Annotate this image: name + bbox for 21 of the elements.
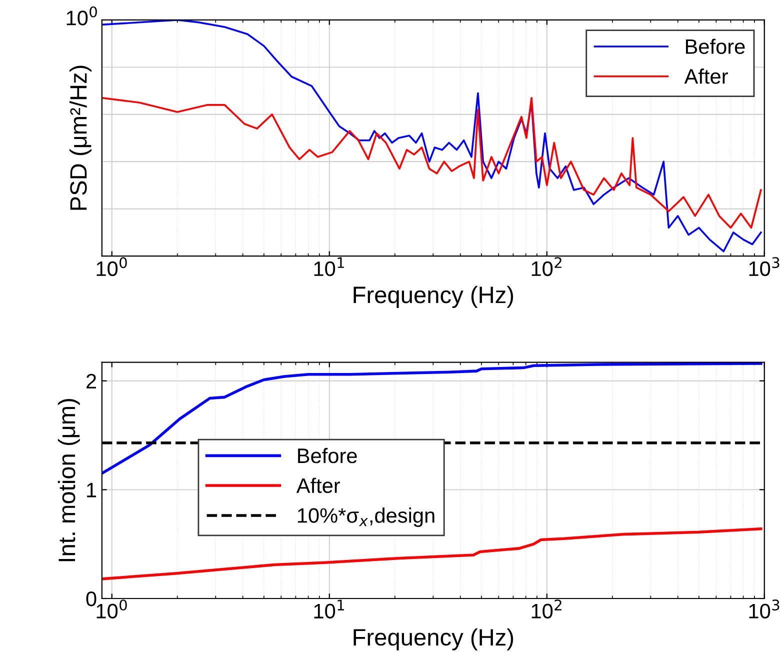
y-axis-title: PSD (μm²/Hz) <box>69 66 92 210</box>
legend-label: Before <box>298 448 357 464</box>
legend-label: After <box>684 68 728 84</box>
x-tick-label: 10$^{2}$ <box>532 257 562 276</box>
y-tick-label: 1 <box>87 482 96 498</box>
x-tick-label: 10$^{3}$ <box>749 257 780 276</box>
legend-label: Before <box>686 38 745 54</box>
x-tick-label: 10$^{0}$ <box>96 600 127 619</box>
x-axis-title: Frequency (Hz) <box>354 628 514 650</box>
x-tick-label: 10$^{3}$ <box>749 600 780 619</box>
y-tick-label: 0 <box>86 592 96 606</box>
x-axis-title: Frequency (Hz) <box>354 286 514 308</box>
legend-label: 10%*σ$_{x}$,design <box>298 508 434 527</box>
x-tick-label: 10$^{1}$ <box>314 600 344 619</box>
legend-label: After <box>296 478 340 494</box>
x-tick-label: 10$^{1}$ <box>314 257 344 276</box>
x-tick-label: 10$^{2}$ <box>532 600 562 619</box>
text: 10$^{0}$ <box>66 6 97 26</box>
y-tick-label: 2 <box>86 374 96 388</box>
x-tick-label: 10$^{0}$ <box>96 257 127 276</box>
y-axis-title: Int. motion (μm) <box>58 398 80 562</box>
